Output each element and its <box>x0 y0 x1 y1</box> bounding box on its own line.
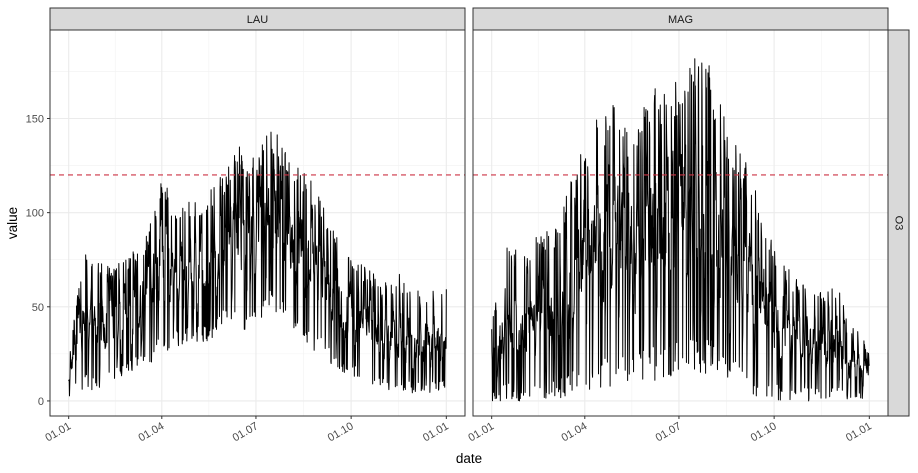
x-tick-label: 01.10 <box>326 420 356 444</box>
facet-row-label: O3 <box>893 216 905 231</box>
x-tick-label: 01.01 <box>43 420 73 444</box>
facet-row-strip: O3 <box>887 29 910 417</box>
series-line <box>68 131 447 397</box>
panel-background <box>50 30 465 416</box>
facet-row-strip-bg <box>887 29 910 417</box>
x-tick-label: 01.01 <box>421 420 451 444</box>
facet-strip-label: MAG <box>668 14 693 26</box>
panel-lau: LAU 0 50 100 150 01.01 01.04 01.07 01.10 01.01 <box>26 7 466 444</box>
x-tick-label: 01.10 <box>749 420 779 444</box>
series-line <box>491 58 870 402</box>
x-tick-label: 01.01 <box>844 420 874 444</box>
y-tick-label: 50 <box>32 302 44 314</box>
x-tick-label: 01.04 <box>559 420 589 444</box>
y-tick-label: 100 <box>26 208 44 220</box>
facet-strip <box>472 7 889 31</box>
x-tick-label: 01.07 <box>654 420 684 444</box>
x-tick-label: 01.01 <box>466 420 496 444</box>
y-tick-label: 150 <box>26 113 44 125</box>
x-tick-label: 01.07 <box>231 420 261 444</box>
panel-mag: MAG 01.01 01.04 01.07 01.10 01.01 <box>466 7 889 444</box>
y-tick-label: 0 <box>38 396 44 408</box>
y-axis-title: value <box>5 207 20 239</box>
x-tick-label: 01.04 <box>136 420 166 444</box>
facet-strip <box>49 7 466 31</box>
x-axis-title: date <box>456 451 482 466</box>
facet-strip-label: LAU <box>247 14 268 26</box>
